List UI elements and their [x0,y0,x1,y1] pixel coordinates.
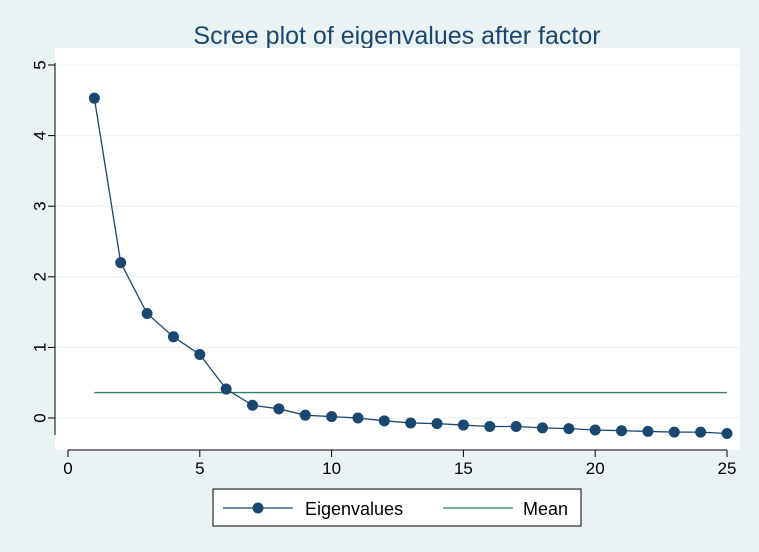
eigenvalue-point [405,417,417,429]
eigenvalue-point [352,412,364,424]
x-tick-label: 5 [195,459,204,478]
eigenvalue-point [194,348,206,360]
legend-mean-label: Mean [523,499,568,519]
eigenvalue-point [378,415,390,427]
legend-eigenvalues-marker [252,502,264,514]
y-tick-label: 4 [30,131,49,140]
y-tick-label: 5 [30,60,49,69]
chart-title: Scree plot of eigenvalues after factor [193,22,600,50]
eigenvalue-point [115,257,127,269]
eigenvalue-point [563,423,575,435]
eigenvalue-point [642,425,654,437]
y-tick-label: 0 [30,413,49,422]
eigenvalue-point [273,403,285,415]
eigenvalue-point [536,422,548,434]
axes: 0 1 2 3 4 5 0 5 10 15 20 25 [30,60,736,478]
y-tick-label: 3 [30,201,49,210]
data-series [88,92,733,440]
eigenvalue-point [457,419,469,431]
eigenvalue-point [247,399,259,411]
y-tick-label: 2 [30,272,49,281]
x-tick-label: 0 [63,459,72,478]
legend: Eigenvalues Mean [212,488,582,527]
grid-lines [55,64,740,419]
eigenvalue-point [589,424,601,436]
eigenvalue-point [141,308,153,320]
eigenvalue-point [431,418,443,430]
eigenvalue-point [88,92,100,104]
legend-eigenvalues-label: Eigenvalues [305,499,403,519]
x-tick-label: 10 [322,459,341,478]
x-tick-label: 20 [586,459,605,478]
eigenvalue-point [326,411,338,423]
eigenvalue-point [668,426,680,438]
eigenvalue-point [721,428,733,440]
eigenvalue-point [510,420,522,432]
plot-area [55,48,740,450]
y-tick-label: 1 [30,343,49,352]
x-tick-label: 25 [718,459,737,478]
eigenvalue-point [616,425,628,437]
x-tick-label: 15 [454,459,473,478]
eigenvalue-point [695,426,707,438]
eigenvalue-point [484,420,496,432]
eigenvalue-point [220,383,232,395]
eigenvalue-point [167,331,179,343]
eigenvalue-point [299,409,311,421]
